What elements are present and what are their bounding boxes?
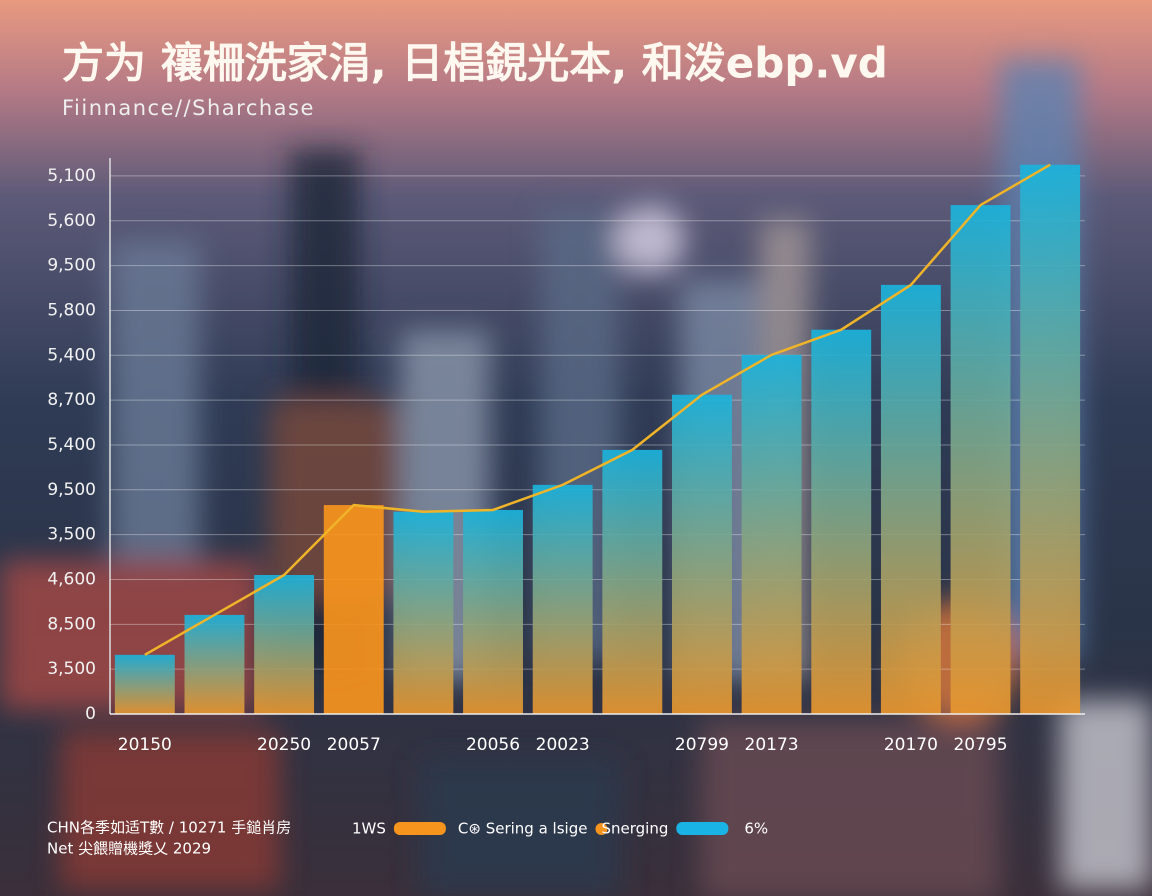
bar bbox=[950, 205, 1011, 715]
bar bbox=[254, 575, 315, 714]
bar bbox=[323, 505, 384, 714]
legend-note: 6% bbox=[744, 820, 768, 838]
bar bbox=[114, 654, 175, 714]
y-tick-label: 9,500 bbox=[47, 480, 96, 500]
bar bbox=[741, 354, 802, 714]
x-tick-label: 20795 bbox=[953, 735, 1007, 755]
x-tick-label: 20057 bbox=[327, 735, 381, 755]
legend-label: Snerging bbox=[601, 820, 668, 838]
chart-title: 方为 禳柵洗家涓, 日椙鋧光本, 和泼ebp.vd bbox=[62, 39, 888, 88]
chart-subtitle: Fiinnance//Sharchase bbox=[62, 96, 315, 120]
legend-label: 1WS bbox=[352, 820, 386, 838]
y-tick-label: 5,800 bbox=[47, 300, 96, 320]
bar bbox=[1020, 164, 1081, 714]
x-tick-label: 20250 bbox=[257, 735, 311, 755]
legend-label: C⊛ Sering a lsige bbox=[458, 820, 588, 838]
y-tick-label: 5,400 bbox=[47, 345, 96, 365]
x-tick-label: 20150 bbox=[118, 735, 172, 755]
trend-line bbox=[144, 163, 1051, 656]
x-tick-label: 20799 bbox=[675, 735, 729, 755]
bar bbox=[602, 449, 663, 714]
y-tick-label: 0 bbox=[85, 704, 96, 724]
x-tick-label: 20056 bbox=[466, 735, 520, 755]
bar bbox=[532, 484, 593, 714]
footnote: CHN各季如适T數 / 10271 手鎚肖房 bbox=[47, 819, 291, 837]
y-tick-label: 5,400 bbox=[47, 435, 96, 455]
legend-swatch bbox=[676, 822, 729, 835]
bar bbox=[463, 509, 523, 714]
legend-swatch bbox=[393, 822, 446, 835]
x-tick-label: 20170 bbox=[884, 735, 938, 755]
bar bbox=[184, 614, 245, 714]
y-tick-label: 9,500 bbox=[47, 256, 96, 276]
bar bbox=[880, 284, 941, 714]
y-tick-label: 3,500 bbox=[47, 525, 96, 545]
y-tick-label: 5,600 bbox=[47, 211, 96, 231]
x-tick-label: 20173 bbox=[745, 735, 799, 755]
y-tick-label: 8,700 bbox=[47, 390, 96, 410]
y-tick-label: 5,100 bbox=[47, 166, 96, 186]
bar bbox=[393, 511, 454, 714]
y-tick-label: 3,500 bbox=[47, 659, 96, 679]
y-tick-label: 8,500 bbox=[47, 614, 96, 634]
footnote: Net 尖餵贈機獎乂 2029 bbox=[47, 840, 211, 858]
bar bbox=[672, 394, 732, 714]
bar bbox=[811, 329, 872, 714]
legend-swatch bbox=[595, 823, 608, 835]
y-tick-label: 4,600 bbox=[47, 569, 96, 589]
x-tick-label: 20023 bbox=[536, 735, 590, 755]
